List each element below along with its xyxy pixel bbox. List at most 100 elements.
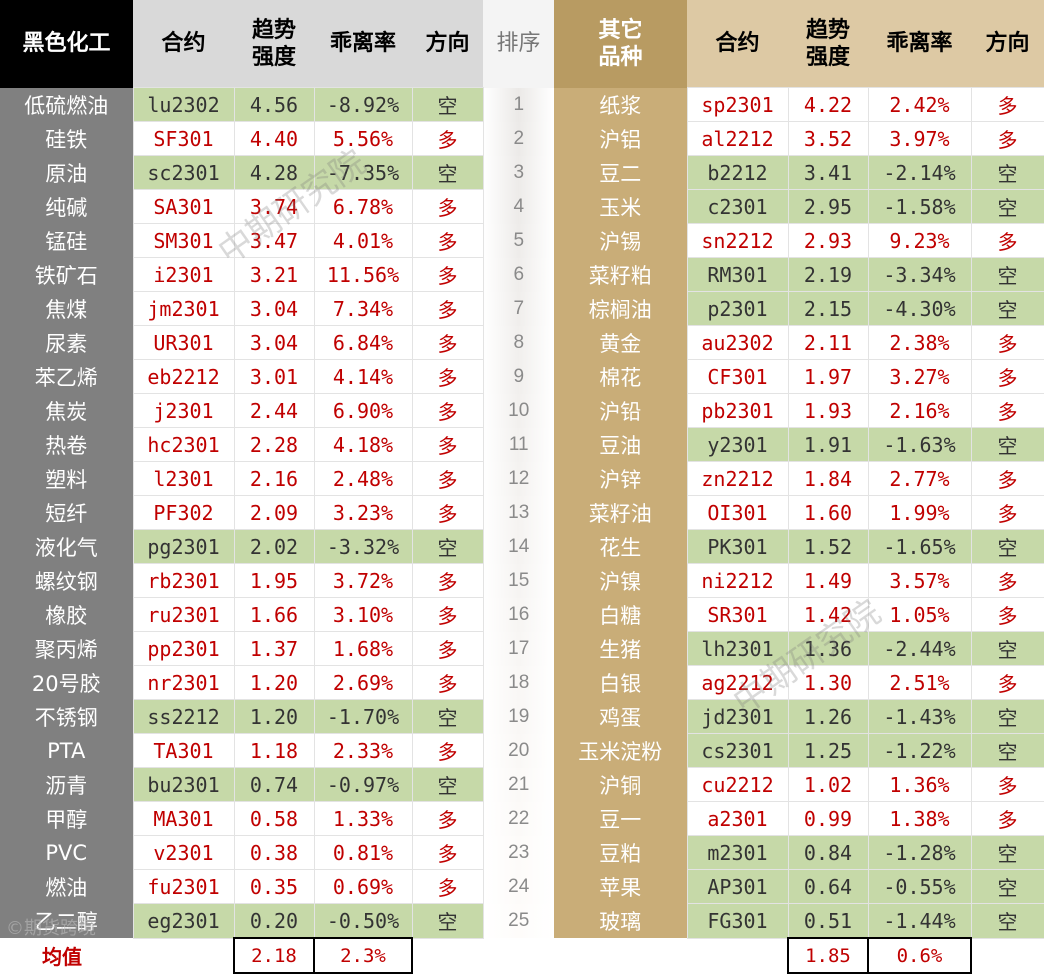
rank-cell: 13 <box>483 495 554 530</box>
right-contract-cell: FG301 <box>686 903 789 939</box>
right-variety-name: 沪铜 <box>554 767 687 802</box>
left-dev-cell: -0.50% <box>313 903 413 939</box>
table-row: 聚丙烯 pp2301 1.37 1.68% 多 17 生猪 lh2301 1.36 -2.44% 空 <box>0 631 1044 666</box>
right-strength-cell: 2.11 <box>787 325 869 360</box>
right-dir-cell: 空 <box>970 631 1044 666</box>
left-dev-cell: -1.70% <box>313 699 413 734</box>
left-contract-cell: UR301 <box>132 325 235 360</box>
right-strength-cell: 2.15 <box>787 291 869 326</box>
left-variety-name: 铁矿石 <box>0 257 133 292</box>
right-contract-cell: zn2212 <box>686 461 789 496</box>
right-strength-cell: 4.22 <box>787 87 869 122</box>
left-contract-cell: l2301 <box>132 461 235 496</box>
rank-cell: 10 <box>483 393 554 428</box>
left-variety-name: 液化气 <box>0 529 133 564</box>
table-row: 尿素 UR301 3.04 6.84% 多 8 黄金 au2302 2.11 2.38% 多 <box>0 325 1044 360</box>
right-strength-cell: 1.84 <box>787 461 869 496</box>
left-strength-cell: 4.40 <box>233 121 315 156</box>
left-strength-cell: 1.20 <box>233 665 315 700</box>
right-dev-cell: -4.30% <box>867 291 972 326</box>
table-row: 热卷 hc2301 2.28 4.18% 多 11 豆油 y2301 1.91 -1.63% 空 <box>0 427 1044 462</box>
left-dir-cell: 空 <box>411 155 484 190</box>
right-dev-cell: -0.55% <box>867 869 972 904</box>
left-strength-cell: 3.21 <box>233 257 315 292</box>
right-contract-cell: b2212 <box>686 155 789 190</box>
right-strength-cell: 3.41 <box>787 155 869 190</box>
left-dev-cell: 3.10% <box>313 597 413 632</box>
left-variety-name: 纯碱 <box>0 189 133 224</box>
left-contract-cell: rb2301 <box>132 563 235 598</box>
logo-watermark: ©期货跨境 <box>6 918 96 939</box>
left-dev-cell: -0.97% <box>313 767 413 802</box>
left-contract-cell: nr2301 <box>132 665 235 700</box>
rank-cell: 16 <box>483 597 554 632</box>
right-contract-cell: sn2212 <box>686 223 789 258</box>
left-dev-cell: -3.32% <box>313 529 413 564</box>
left-dir-cell: 多 <box>411 835 484 870</box>
right-strength-cell: 1.93 <box>787 393 869 428</box>
right-dir-cell: 空 <box>970 699 1044 734</box>
right-dir-cell: 多 <box>970 325 1044 360</box>
right-dir-cell: 空 <box>970 189 1044 224</box>
right-contract-cell: m2301 <box>686 835 789 870</box>
left-contract-cell: ss2212 <box>132 699 235 734</box>
right-dev-cell: -1.44% <box>867 903 972 939</box>
left-contract-cell: pg2301 <box>132 529 235 564</box>
left-variety-name: 原油 <box>0 155 133 190</box>
left-dev-cell: 2.33% <box>313 733 413 768</box>
left-dir-cell: 多 <box>411 563 484 598</box>
left-strength-cell: 1.18 <box>233 733 315 768</box>
table-row: 沥青 bu2301 0.74 -0.97% 空 21 沪铜 cu2212 1.02 1.36% 多 <box>0 767 1044 802</box>
left-dir-cell: 多 <box>411 393 484 428</box>
left-variety-name: 沥青 <box>0 767 133 802</box>
right-group-title: 其它 品种 <box>554 0 687 88</box>
rank-cell: 24 <box>483 869 554 904</box>
left-dev-cell: 1.33% <box>313 801 413 836</box>
right-variety-name: 菜籽油 <box>554 495 687 530</box>
right-contract-cell: p2301 <box>686 291 789 326</box>
rank-cell: 20 <box>483 733 554 768</box>
left-dir-cell: 多 <box>411 597 484 632</box>
right-deviation-header: 乖离率 <box>868 0 971 88</box>
right-strength-cell: 3.52 <box>787 121 869 156</box>
left-variety-name: 橡胶 <box>0 597 133 632</box>
rank-cell: 19 <box>483 699 554 734</box>
right-dev-cell: 9.23% <box>867 223 972 258</box>
rank-cell: 18 <box>483 665 554 700</box>
right-strength-cell: 1.30 <box>787 665 869 700</box>
right-strength-cell: 2.95 <box>787 189 869 224</box>
left-contract-cell: PF302 <box>132 495 235 530</box>
right-contract-cell: ag2212 <box>686 665 789 700</box>
right-contract-cell: OI301 <box>686 495 789 530</box>
left-dev-cell: 11.56% <box>313 257 413 292</box>
rank-cell: 21 <box>483 767 554 802</box>
right-dir-cell: 多 <box>970 767 1044 802</box>
table-row: 原油 sc2301 4.28 -7.35% 空 3 豆二 b2212 3.41 -2.14% 空 <box>0 155 1044 190</box>
right-variety-name: 豆油 <box>554 427 687 462</box>
right-variety-name: 沪锌 <box>554 461 687 496</box>
right-contract-cell: lh2301 <box>686 631 789 666</box>
right-variety-name: 玉米 <box>554 189 687 224</box>
right-dir-cell: 空 <box>970 291 1044 326</box>
header-row: 黑色化工 合约 趋势 强度 乖离率 方向 排序 其它 品种 合约 趋势 强度 乖… <box>0 0 1044 88</box>
left-dev-cell: 4.01% <box>313 223 413 258</box>
table-row: 短纤 PF302 2.09 3.23% 多 13 菜籽油 OI301 1.60 1.99% 多 <box>0 495 1044 530</box>
left-dir-cell: 空 <box>411 699 484 734</box>
left-variety-name: PVC <box>0 835 133 870</box>
right-variety-name: 豆一 <box>554 801 687 836</box>
rank-cell: 4 <box>483 189 554 224</box>
right-strength-cell: 0.84 <box>787 835 869 870</box>
left-dev-cell: 4.14% <box>313 359 413 394</box>
right-group-title-label: 其它 品种 <box>598 17 643 70</box>
left-contract-cell: j2301 <box>132 393 235 428</box>
right-variety-name: 棉花 <box>554 359 687 394</box>
right-variety-name: 棕榈油 <box>554 291 687 326</box>
right-variety-name: 生猪 <box>554 631 687 666</box>
left-contract-cell: SA301 <box>132 189 235 224</box>
rank-cell: 22 <box>483 801 554 836</box>
left-contract-cell: MA301 <box>132 801 235 836</box>
left-dir-cell: 多 <box>411 801 484 836</box>
left-strength-cell: 3.74 <box>233 189 315 224</box>
average-empty-right-name <box>554 938 687 973</box>
table-row: 乙二醇 eg2301 0.20 -0.50% 空 25 玻璃 FG301 0.51 -1.44% 空 <box>0 903 1044 939</box>
